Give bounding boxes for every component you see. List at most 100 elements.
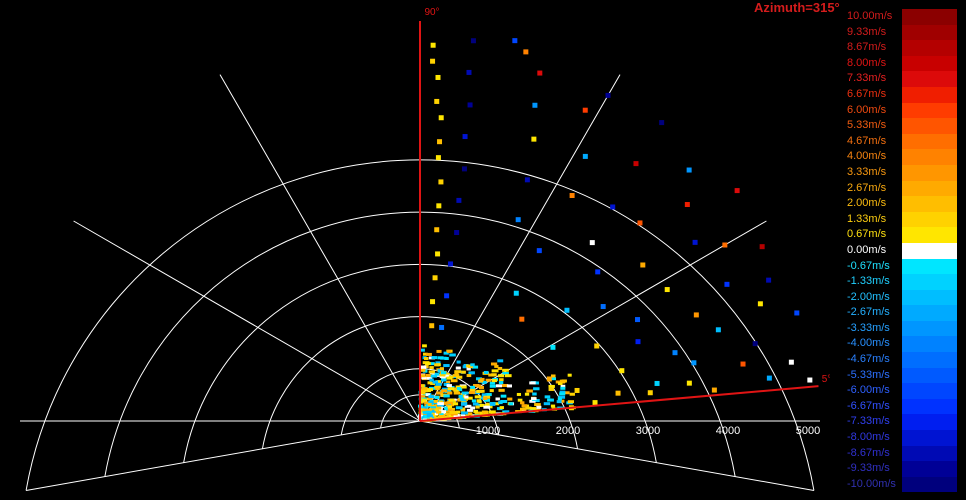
legend-label: 8.00m/s — [847, 56, 887, 69]
near-range-cell — [431, 356, 438, 360]
legend-swatch — [902, 86, 957, 103]
velocity-point — [438, 115, 444, 121]
legend-row: -7.33m/s — [842, 414, 962, 431]
near-range-cell — [448, 414, 455, 418]
velocity-point — [654, 380, 660, 386]
near-range-cell — [438, 413, 445, 417]
velocity-point — [524, 177, 530, 183]
near-range-cell — [464, 404, 472, 408]
velocity-point — [430, 42, 436, 48]
near-range-cell — [440, 371, 447, 375]
near-range-cell — [418, 408, 425, 412]
near-range-cell — [427, 381, 432, 385]
legend-label: 7.33m/s — [847, 72, 887, 85]
near-range-cell — [460, 414, 466, 418]
legend-label: 3.33m/s — [847, 165, 887, 178]
azimuth-spoke — [25, 420, 421, 491]
near-range-cell — [521, 404, 528, 408]
legend-row: -8.00m/s — [842, 430, 962, 446]
near-range-cell — [436, 400, 443, 404]
near-range-cell — [424, 357, 429, 361]
range-tick-label: 3000 — [636, 425, 660, 437]
legend-label: -7.33m/s — [847, 415, 890, 428]
near-range-cell — [448, 398, 455, 402]
near-range-cell — [447, 387, 455, 391]
near-range-cell — [502, 368, 509, 372]
velocity-point — [684, 202, 690, 208]
near-range-cell — [489, 381, 496, 385]
legend-label: -1.33m/s — [847, 275, 890, 288]
legend-swatch — [902, 398, 957, 415]
legend-row: 5.33m/s — [842, 118, 962, 134]
near-range-cell — [531, 397, 537, 401]
near-range-cell — [419, 348, 425, 352]
legend-row: 4.00m/s — [842, 149, 962, 165]
near-range-cell — [419, 384, 425, 388]
velocity-point — [512, 38, 518, 44]
legend-label: 6.67m/s — [847, 87, 887, 100]
legend-row: -1.33m/s — [842, 274, 962, 290]
legend-swatch — [902, 320, 957, 337]
azimuth-spoke — [419, 220, 767, 422]
near-range-cell — [476, 389, 483, 393]
near-range-cell — [560, 386, 566, 390]
legend-swatch — [902, 242, 957, 259]
legend-row: 4.67m/s — [842, 133, 962, 150]
near-range-cell — [428, 370, 436, 374]
near-range-cell — [436, 349, 442, 353]
velocity-point — [766, 375, 772, 381]
legend-row: -6.00m/s — [842, 383, 962, 399]
legend-row: 0.67m/s — [842, 227, 962, 243]
near-range-cell — [433, 399, 439, 403]
near-range-cell — [498, 401, 503, 405]
sector-edges — [419, 21, 819, 422]
near-range-cell — [471, 399, 477, 403]
velocity-point — [715, 327, 721, 333]
near-range-cell — [446, 349, 452, 353]
legend-row: 2.67m/s — [842, 180, 962, 197]
near-range-cell — [435, 382, 442, 386]
near-range-cell — [559, 390, 566, 394]
velocity-point — [595, 269, 601, 275]
near-range-cell — [466, 367, 471, 371]
near-range-cell — [520, 401, 525, 405]
velocity-point — [466, 69, 472, 75]
velocity-point — [757, 301, 763, 307]
velocity-point — [531, 136, 537, 142]
near-range-cell — [463, 363, 469, 367]
legend-label: -2.67m/s — [847, 306, 890, 319]
legend-row: -4.67m/s — [842, 352, 962, 368]
legend-label: -4.67m/s — [847, 353, 890, 366]
near-range-cell — [529, 399, 536, 403]
legend-swatch — [902, 274, 957, 290]
near-range-cell — [422, 344, 427, 348]
near-range-cell — [469, 390, 476, 394]
near-range-cell — [474, 395, 482, 399]
near-range-cell — [461, 399, 467, 403]
legend-label: -5.33m/s — [847, 368, 890, 381]
near-range-cell — [473, 409, 479, 413]
velocity-point — [429, 323, 435, 329]
near-range-cell — [500, 399, 508, 403]
legend-row: 7.33m/s — [842, 71, 962, 87]
legend-row: 3.33m/s — [842, 164, 962, 181]
near-range-cell — [490, 362, 498, 366]
near-range-cell — [444, 407, 450, 411]
near-range-cell — [434, 372, 440, 376]
near-range-cell — [425, 373, 433, 377]
near-range-cell — [550, 377, 557, 381]
near-range-cell — [469, 388, 476, 392]
velocity-point — [435, 74, 441, 80]
near-range-cell — [502, 372, 509, 376]
velocity-point — [594, 343, 600, 349]
legend-row: 6.00m/s — [842, 102, 962, 119]
near-range-cell — [434, 395, 440, 399]
radar-chart: 90° 5° 1000 2000 3000 4000 5000 — [20, 7, 830, 491]
near-range-cell — [439, 373, 446, 377]
near-range-cell — [420, 406, 428, 410]
near-range-cell — [474, 411, 481, 415]
velocity-legend: 10.00m/s 9.33m/s 8.67m/s 8.00m/s 7.33m/s 6.67… — [842, 9, 962, 493]
velocity-point — [437, 139, 443, 145]
legend-swatch — [902, 24, 957, 41]
legend-swatch — [902, 9, 957, 25]
